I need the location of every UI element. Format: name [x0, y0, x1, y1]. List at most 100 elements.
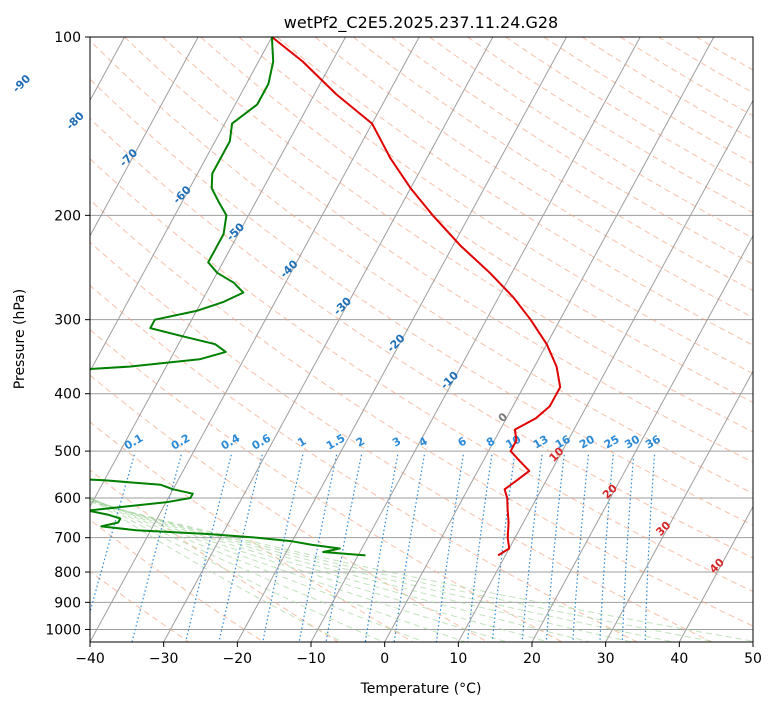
- mixing-ratio-line: [131, 454, 182, 642]
- dry-adiabat: [90, 570, 190, 642]
- y-tick-label: 400: [54, 387, 81, 403]
- mixing-ratio-line: [393, 454, 425, 642]
- mixing-ratio-line: [435, 454, 464, 642]
- y-tick-label: 900: [54, 595, 81, 611]
- dry-adiabat: [238, 37, 753, 375]
- dry-adiabat: [467, 37, 753, 214]
- mixing-ratio-label: 0.4: [219, 431, 243, 452]
- dry-adiabat: [124, 37, 753, 463]
- mixing-ratio-label: 2: [354, 435, 367, 450]
- isotherm-label: -90: [10, 72, 33, 95]
- series-layer: [90, 37, 562, 557]
- isotherm: [752, 640, 753, 642]
- mixing-ratio-line: [325, 454, 363, 642]
- mixing-ratio-label: 8: [484, 435, 497, 450]
- dry-adiabat: [90, 78, 753, 526]
- y-axis: 100 200 300 400 500 600 700 800 900 1000: [45, 30, 90, 638]
- isotherm: [384, 37, 715, 642]
- mixing-ratio-label: 10: [503, 432, 523, 451]
- mixing-ratio-label: 4: [417, 434, 430, 449]
- mixing-ratio-label: 6: [456, 434, 469, 449]
- x-tick-label: 50: [744, 651, 762, 667]
- isotherm: [457, 99, 753, 642]
- isotherm: [90, 37, 420, 642]
- y-tick-label: 600: [54, 491, 81, 507]
- dry-adiabat: [90, 329, 563, 642]
- isotherm: [90, 37, 199, 237]
- dry-adiabat: [90, 199, 753, 627]
- mixing-ratio-line: [572, 454, 589, 642]
- dry-adiabat: [429, 37, 753, 239]
- y-tick-label: 1000: [45, 622, 81, 638]
- isotherm: [605, 370, 753, 642]
- dry-adiabat: [696, 37, 753, 71]
- y-tick-label: 100: [54, 30, 81, 46]
- mixing-ratio-line: [491, 454, 516, 642]
- y-tick-label: 700: [54, 531, 81, 547]
- dry-adiabat: [543, 37, 753, 164]
- dry-adiabat: [619, 37, 753, 117]
- x-tick-label: 40: [670, 651, 688, 667]
- isotherm-label: 0: [496, 410, 511, 425]
- x-axis: −40 −30 −20 −10 0 10 20 30 40 50: [75, 642, 762, 667]
- dry-adiabat: [276, 37, 753, 346]
- mixing-ratio-line: [218, 454, 263, 642]
- dry-adiabat: [658, 37, 753, 94]
- mixing-ratio-line: [298, 454, 338, 642]
- chart-title: wetPf2_C2E5.2025.237.11.24.G28: [284, 13, 558, 33]
- moist-adiabat: [90, 498, 549, 642]
- mixing-ratio-line: [185, 454, 232, 642]
- x-tick-label: 30: [597, 651, 615, 667]
- dry-adiabat: [90, 284, 638, 642]
- mixing-ratio-label: 0.2: [169, 432, 192, 453]
- dry-adiabat: [162, 37, 753, 433]
- x-tick-label: 0: [380, 651, 389, 667]
- dewpoint-line: [90, 37, 366, 557]
- dry-adiabat: [505, 37, 753, 189]
- isotherm: [90, 37, 273, 373]
- background-lines: [90, 37, 753, 642]
- moist-adiabat: [90, 497, 508, 642]
- dry-adiabat: [314, 37, 753, 319]
- mixing-ratio-line: [262, 454, 304, 642]
- isotherm: [310, 37, 641, 642]
- moist-adiabat: [90, 500, 716, 642]
- x-tick-label: 10: [449, 651, 467, 667]
- y-tick-label: 300: [54, 313, 81, 329]
- mixing-ratio-line: [621, 454, 635, 642]
- dry-adiabat: [352, 37, 753, 292]
- moist-adiabat: [90, 497, 343, 642]
- dry-adiabat: [90, 469, 339, 642]
- isotherm: [678, 505, 753, 642]
- y-axis-title: Pressure (hPa): [12, 289, 28, 389]
- y-tick-label: 500: [54, 444, 81, 460]
- mixing-ratio-line: [90, 454, 135, 615]
- dry-adiabat: [90, 519, 264, 642]
- mixing-ratio-label: 36: [643, 432, 663, 451]
- dry-adiabat: [581, 37, 753, 140]
- isotherm: [163, 37, 494, 642]
- mixing-ratio-line: [644, 454, 656, 642]
- dry-adiabat: [90, 117, 753, 559]
- mixing-ratio-label: 0.1: [122, 432, 145, 453]
- mixing-ratio-label: 30: [622, 432, 642, 451]
- plot-frame: [89, 36, 754, 643]
- dry-adiabat: [90, 39, 753, 494]
- temperature-line: [271, 37, 562, 557]
- dry-adiabat: [90, 421, 414, 642]
- x-tick-label: −30: [149, 651, 179, 667]
- dry-adiabat: [90, 374, 488, 642]
- mixing-ratio-label: 0.6: [250, 431, 274, 452]
- x-tick-label: 20: [523, 651, 541, 667]
- mixing-ratio-label: 1: [295, 435, 308, 450]
- moist-adiabat: [90, 498, 591, 642]
- isotherm-label: -80: [64, 109, 87, 132]
- mixing-ratio-label: 13: [531, 433, 551, 452]
- mixing-ratio-label: 20: [577, 432, 597, 451]
- dry-adiabat: [200, 37, 753, 403]
- moist-adiabat: [90, 501, 753, 642]
- moist-adiabat: [90, 497, 384, 642]
- y-tick-label: 200: [54, 208, 81, 224]
- x-tick-label: −10: [296, 651, 326, 667]
